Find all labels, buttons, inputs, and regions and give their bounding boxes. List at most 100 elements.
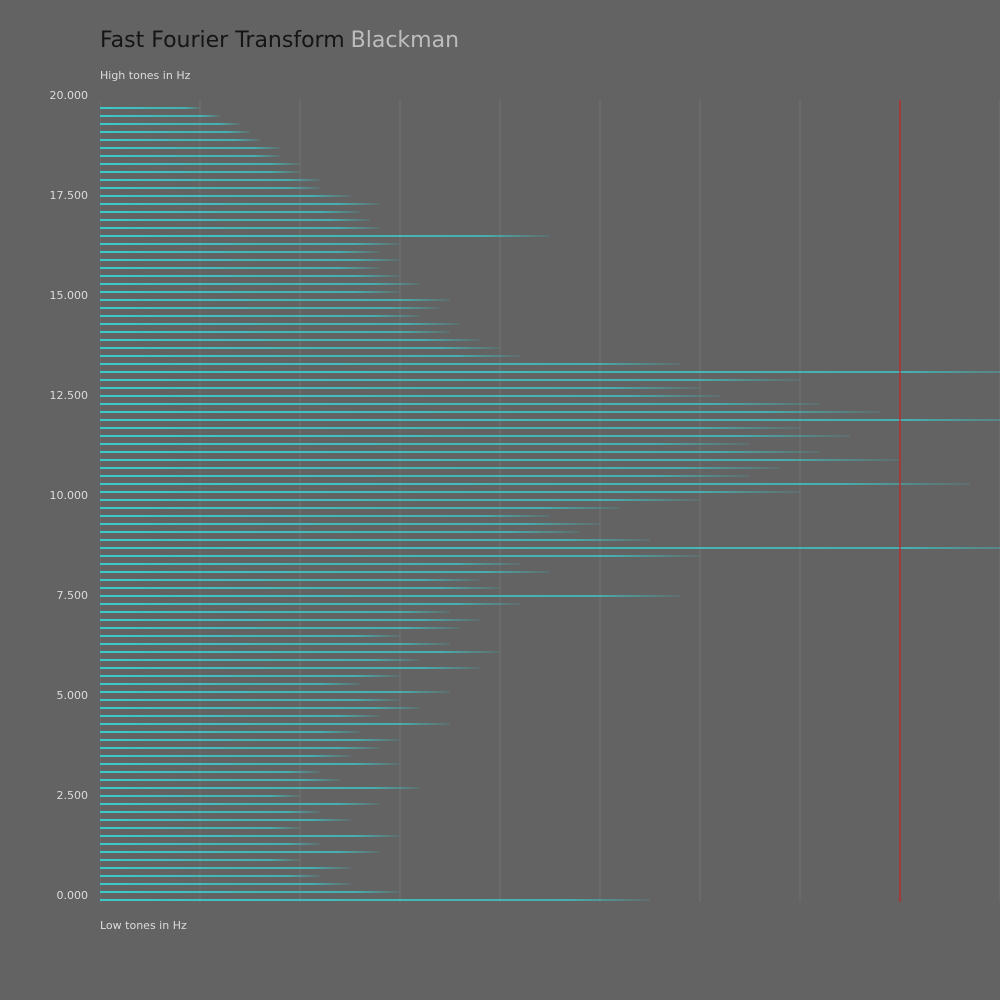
bar [100, 539, 650, 541]
bar [100, 723, 450, 725]
bar [100, 563, 520, 565]
bar [100, 339, 480, 341]
bar [100, 803, 380, 805]
bar [100, 443, 750, 445]
bar [100, 283, 420, 285]
bar [100, 555, 700, 557]
bar [100, 587, 500, 589]
bar [100, 667, 480, 669]
bar [100, 219, 370, 221]
bar [100, 475, 750, 477]
y-tick-label: 17.500 [50, 189, 89, 202]
bar [100, 251, 380, 253]
bar [100, 403, 820, 405]
bar [100, 811, 320, 813]
bar [100, 691, 450, 693]
chart-title: Fast Fourier Transform [100, 28, 345, 53]
plot-area [100, 100, 1000, 902]
bar [100, 827, 300, 829]
bar [100, 739, 400, 741]
bar [100, 683, 360, 685]
bar [100, 299, 450, 301]
header: Fast Fourier Transform Blackman [100, 28, 459, 53]
bar [100, 411, 880, 413]
bar [100, 323, 460, 325]
bar [100, 483, 970, 485]
axis-label-bottom: Low tones in Hz [100, 919, 187, 932]
bar [100, 643, 450, 645]
bar [100, 835, 400, 837]
y-tick-label: 10.000 [50, 489, 89, 502]
bar [100, 771, 320, 773]
bar [100, 867, 350, 869]
y-tick-label: 15.000 [50, 289, 89, 302]
bar [100, 331, 450, 333]
bar [100, 507, 620, 509]
bar [100, 891, 400, 893]
bar [100, 651, 500, 653]
bar [100, 275, 400, 277]
bar [100, 755, 350, 757]
bar [100, 611, 450, 613]
bar [100, 851, 380, 853]
bar [100, 107, 200, 109]
bar [100, 843, 320, 845]
bar [100, 859, 300, 861]
bar [100, 155, 280, 157]
bar [100, 659, 420, 661]
chart-subtitle: Blackman [350, 28, 460, 53]
bar [100, 875, 320, 877]
bar [100, 203, 380, 205]
bar [100, 515, 550, 517]
bar [100, 395, 720, 397]
bar [100, 371, 1000, 373]
bar [100, 467, 780, 469]
bar [100, 819, 350, 821]
bar [100, 187, 320, 189]
bar [100, 451, 820, 453]
bar [100, 523, 600, 525]
bar [100, 347, 500, 349]
bar [100, 795, 300, 797]
bar [100, 763, 400, 765]
bar [100, 787, 420, 789]
bar [100, 715, 380, 717]
bar [100, 499, 700, 501]
bar [100, 379, 800, 381]
bar [100, 355, 520, 357]
bar [100, 163, 300, 165]
bar [100, 699, 400, 701]
bar [100, 531, 580, 533]
bar [100, 235, 550, 237]
bar [100, 547, 1000, 549]
bar [100, 139, 260, 141]
bar [100, 227, 380, 229]
bar [100, 731, 360, 733]
bar [100, 899, 650, 901]
y-tick-label: 0.000 [57, 889, 89, 902]
bar [100, 307, 440, 309]
y-tick-label: 20.000 [50, 89, 89, 102]
y-tick-label: 7.500 [57, 589, 89, 602]
bar [100, 179, 320, 181]
bar [100, 595, 680, 597]
bar [100, 627, 460, 629]
bar [100, 619, 480, 621]
bar [100, 579, 480, 581]
bar [100, 147, 280, 149]
bar [100, 123, 240, 125]
bar [100, 571, 550, 573]
bar [100, 387, 700, 389]
y-tick-label: 2.500 [57, 789, 89, 802]
bar [100, 427, 800, 429]
bar [100, 635, 400, 637]
bar [100, 171, 300, 173]
bar [100, 291, 400, 293]
bar [100, 363, 680, 365]
bar [100, 243, 400, 245]
bar [100, 267, 380, 269]
bar [100, 211, 360, 213]
bar [100, 779, 340, 781]
